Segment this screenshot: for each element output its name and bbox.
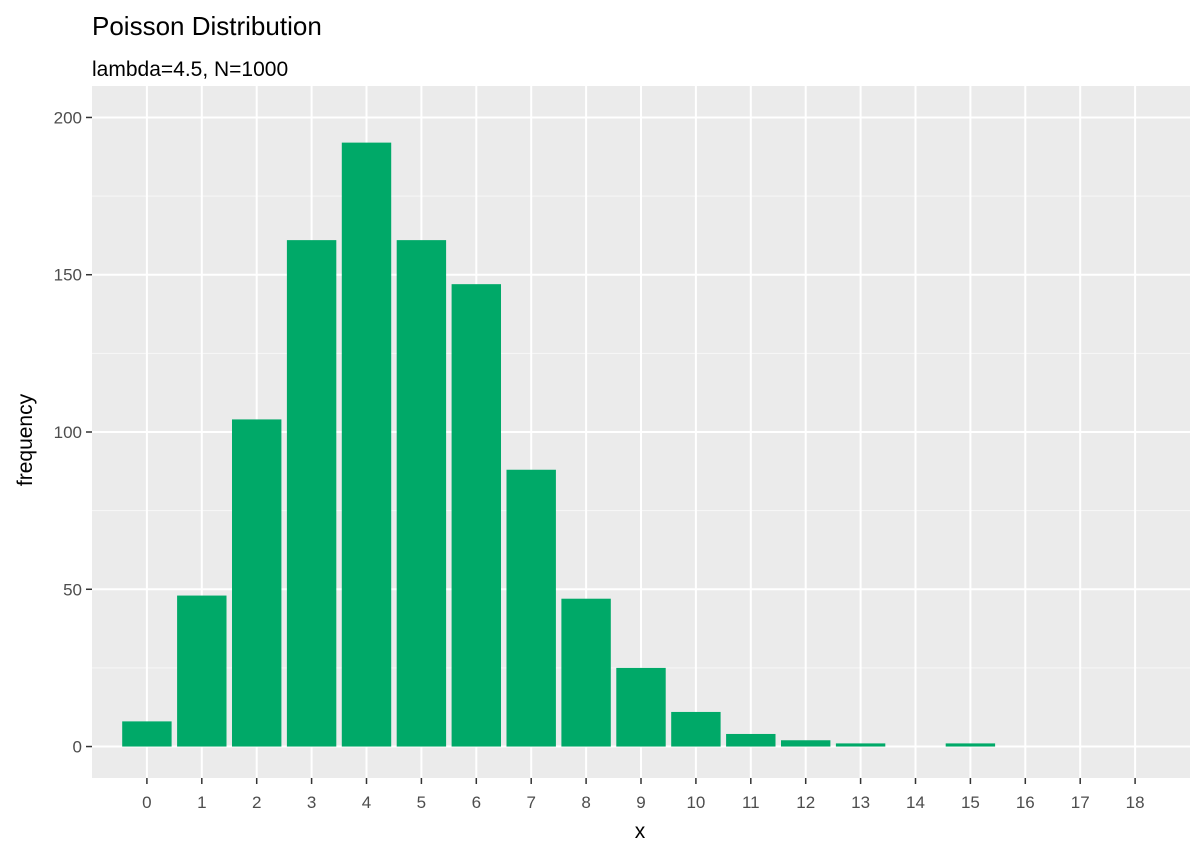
x-tick-label: 11 <box>742 793 760 812</box>
bar-0 <box>122 721 172 747</box>
y-tick-label: 50 <box>63 580 82 599</box>
x-tick-label: 8 <box>581 793 590 812</box>
bar-10 <box>671 711 721 747</box>
bar-6 <box>451 284 502 747</box>
x-tick-label: 7 <box>526 793 535 812</box>
bar-5 <box>396 240 447 747</box>
x-tick-label: 4 <box>362 793 371 812</box>
x-tick-label: 5 <box>417 793 426 812</box>
x-tick-label: 1 <box>197 793 206 812</box>
x-tick-label: 18 <box>1126 793 1145 812</box>
y-tick-label: 0 <box>73 738 82 757</box>
chart-subtitle: lambda=4.5, N=1000 <box>92 58 288 81</box>
bar-13 <box>835 743 886 747</box>
bar-4 <box>341 142 392 747</box>
x-tick-label: 13 <box>851 793 870 812</box>
bars <box>122 142 996 747</box>
bar-1 <box>177 595 227 747</box>
y-tick-label: 200 <box>54 108 82 127</box>
x-tick-label: 12 <box>796 793 815 812</box>
x-tick-label: 17 <box>1071 793 1090 812</box>
x-tick-label: 3 <box>307 793 316 812</box>
bar-11 <box>726 733 776 747</box>
bar-9 <box>616 667 666 747</box>
x-tick-label: 14 <box>906 793 925 812</box>
x-tick-label: 15 <box>961 793 980 812</box>
x-tick-label: 6 <box>472 793 481 812</box>
y-axis: 0 50 100 150 200 <box>54 108 92 757</box>
bar-12 <box>780 740 831 747</box>
x-axis: 0 1 2 3 4 5 6 7 8 9 10 11 12 13 14 15 16 17 18 <box>142 778 1145 812</box>
x-tick-label: 16 <box>1016 793 1035 812</box>
bar-2 <box>231 419 282 747</box>
x-tick-label: 9 <box>636 793 645 812</box>
chart-title: Poisson Distribution <box>92 11 322 41</box>
y-tick-label: 100 <box>54 423 82 442</box>
bar-3 <box>286 240 337 747</box>
x-tick-label: 2 <box>252 793 261 812</box>
x-tick-label: 0 <box>142 793 151 812</box>
bar-7 <box>506 469 556 747</box>
bar-8 <box>561 598 611 747</box>
bar-15 <box>945 743 996 747</box>
y-tick-label: 150 <box>54 266 82 285</box>
x-axis-label: x <box>635 820 646 843</box>
y-axis-label: frequency <box>14 393 37 486</box>
x-tick-label: 10 <box>686 793 705 812</box>
